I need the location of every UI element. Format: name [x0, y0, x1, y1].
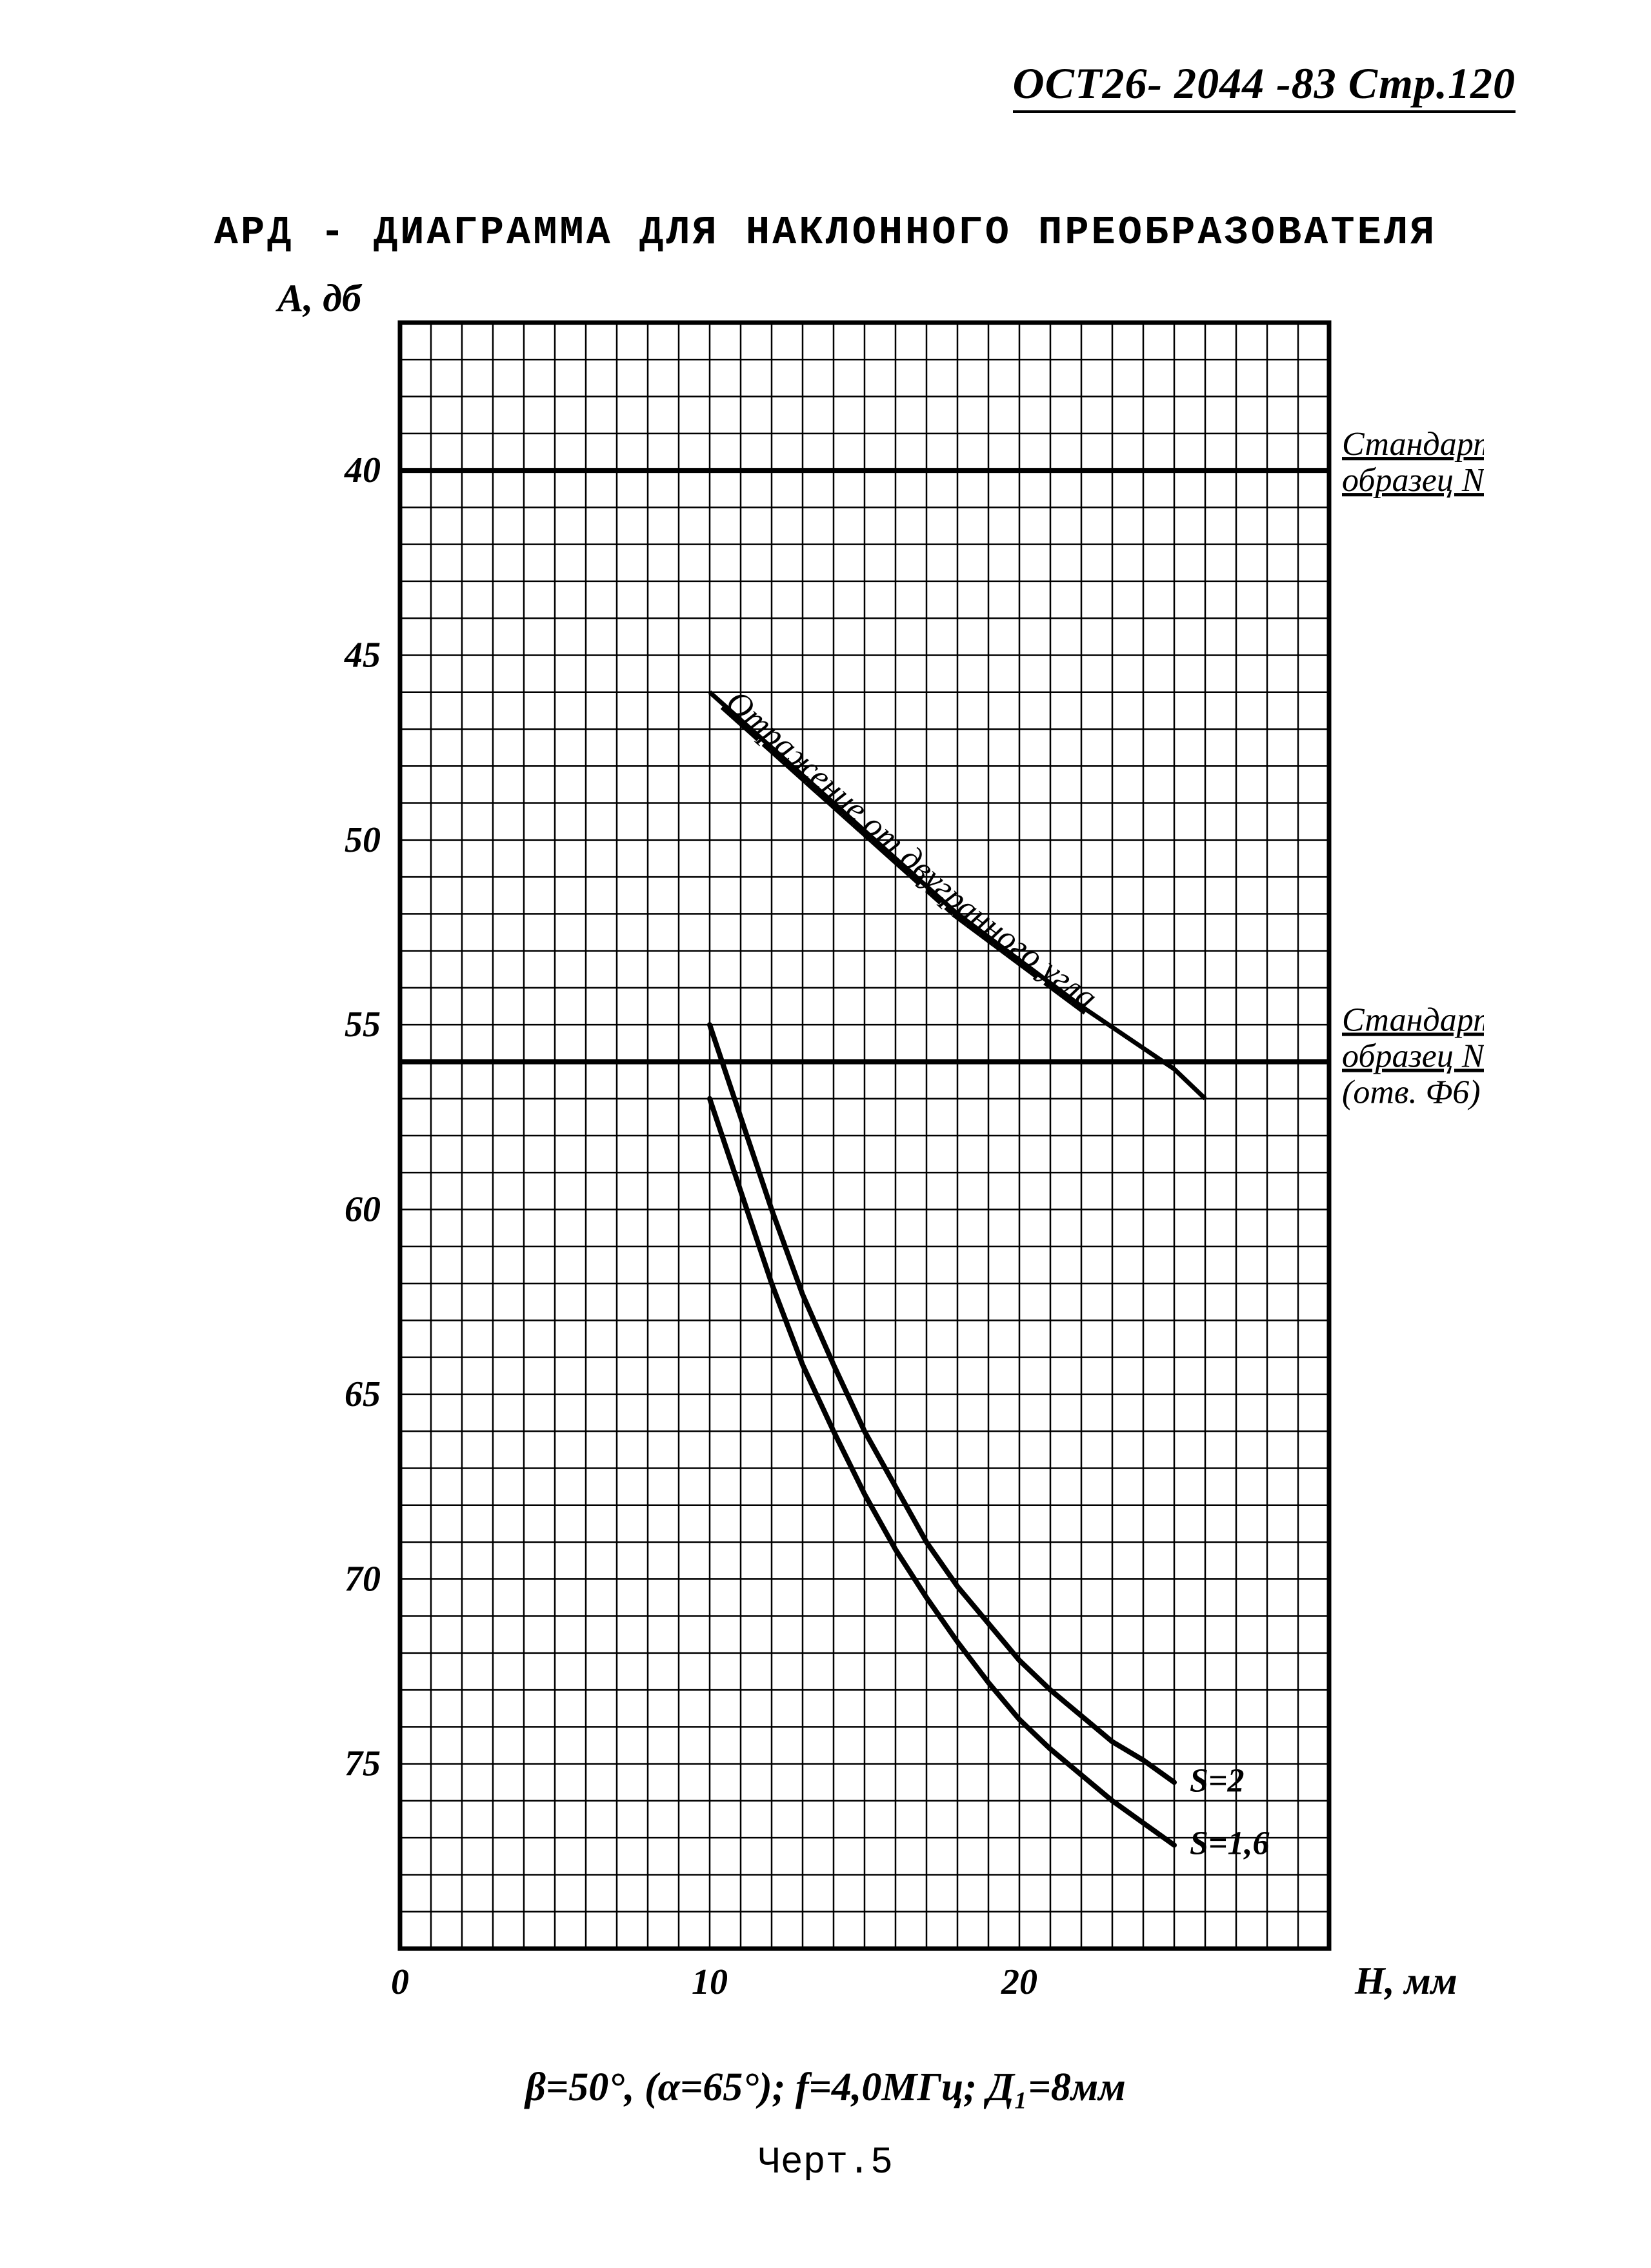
document-page: ОСТ26- 2044 -83 Стр.120 АРД - ДИАГРАММА …	[0, 0, 1651, 2268]
y-axis-label: A, дб	[275, 284, 363, 319]
x-tick-label: 20	[1001, 1962, 1037, 2002]
y-tick-label: 60	[345, 1190, 381, 1230]
y-tick-label: 40	[344, 450, 381, 490]
x-tick-label: 0	[391, 1962, 409, 2002]
y-tick-label: 75	[345, 1744, 381, 1784]
reference-label-std2: образец N2	[1342, 1038, 1484, 1074]
y-tick-label: 55	[345, 1005, 381, 1045]
reference-label-std2: Стандартный	[1342, 1001, 1484, 1038]
y-tick-label: 45	[344, 635, 381, 675]
y-tick-label: 50	[345, 820, 381, 860]
series-end-label-S1_6: S=1,6	[1190, 1825, 1270, 1862]
diagram-title: АРД - ДИАГРАММА ДЛЯ НАКЛОННОГО ПРЕОБРАЗО…	[0, 210, 1651, 256]
reference-label-std3: Стандартный	[1342, 426, 1484, 463]
figure-number: Черт.5	[0, 2142, 1651, 2184]
ard-chart: 40 45 50 55 60 65 70 75 0 10 20 A, дб H, мм Стандартн…	[194, 284, 1484, 2026]
chart-container: 40 45 50 55 60 65 70 75 0 10 20 A, дб H, мм Стандартн…	[194, 284, 1484, 2026]
x-tick-label: 10	[692, 1962, 728, 2002]
reference-label-std2: (отв. Ф6)	[1342, 1074, 1481, 1110]
y-tick-label: 70	[345, 1559, 381, 1599]
parameters-line: β=50°, (α=65°); f=4,0МГц; Д₁=8мм	[0, 2065, 1651, 2111]
x-axis-label: H, мм	[1354, 1960, 1457, 2002]
curve-label-dihedral-reflection: Отражение от двугранного угла	[719, 683, 1104, 1016]
reference-label-std3: образец N3	[1342, 462, 1484, 499]
y-tick-label: 65	[345, 1374, 381, 1414]
series-end-label-S2: S=2	[1190, 1762, 1245, 1799]
page-header: ОСТ26- 2044 -83 Стр.120	[1013, 58, 1516, 113]
series-S2	[710, 1025, 1174, 1782]
